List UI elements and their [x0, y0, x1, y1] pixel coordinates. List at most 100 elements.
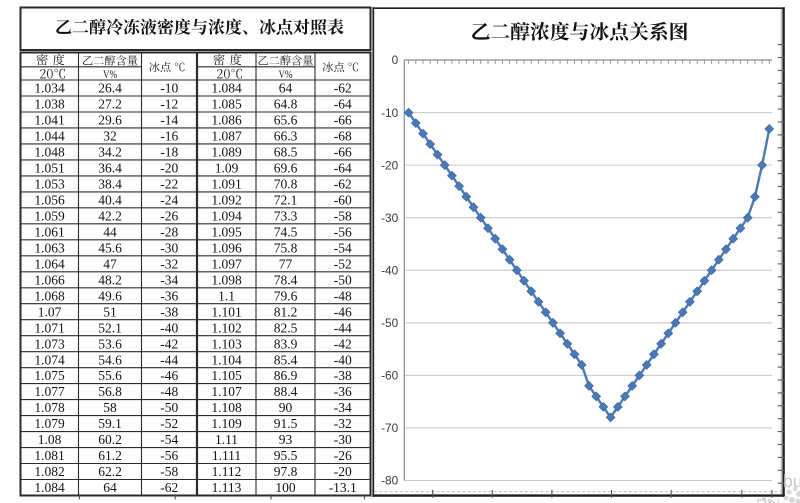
svg-text:1.084: 1.084 — [34, 480, 65, 495]
svg-text:97.8: 97.8 — [274, 464, 298, 479]
svg-text:1.107: 1.107 — [211, 384, 242, 399]
svg-text:-62: -62 — [334, 81, 352, 96]
svg-text:-32: -32 — [334, 416, 352, 431]
svg-text:-38: -38 — [160, 304, 178, 319]
svg-text:1.041: 1.041 — [34, 113, 64, 128]
svg-text:1.078: 1.078 — [34, 400, 65, 415]
svg-text:1.08: 1.08 — [38, 432, 62, 447]
svg-text:1.073: 1.073 — [34, 336, 65, 351]
svg-text:36.4: 36.4 — [98, 161, 122, 176]
svg-text:44: 44 — [103, 224, 117, 239]
svg-text:90: 90 — [279, 400, 293, 415]
svg-text:60.2: 60.2 — [98, 432, 122, 447]
svg-text:51: 51 — [103, 304, 117, 319]
svg-text:-26: -26 — [334, 448, 352, 463]
svg-text:86.9: 86.9 — [274, 368, 298, 383]
svg-text:27.2: 27.2 — [98, 97, 122, 112]
svg-text:-44: -44 — [160, 352, 178, 367]
svg-text:-26: -26 — [160, 208, 178, 223]
svg-text:69.6: 69.6 — [274, 161, 298, 176]
svg-text:-30: -30 — [381, 211, 398, 225]
svg-text:1.086: 1.086 — [211, 113, 242, 128]
svg-text:61.2: 61.2 — [98, 448, 122, 463]
svg-text:1.084: 1.084 — [211, 81, 242, 96]
svg-text:-42: -42 — [334, 336, 352, 351]
svg-text:-62: -62 — [160, 480, 178, 495]
svg-text:38.4: 38.4 — [98, 177, 122, 192]
svg-text:26.4: 26.4 — [98, 81, 122, 96]
svg-text:1.038: 1.038 — [34, 97, 65, 112]
svg-text:64.8: 64.8 — [274, 97, 298, 112]
svg-text:48.2: 48.2 — [98, 272, 122, 287]
svg-text:1.075: 1.075 — [34, 368, 65, 383]
svg-text:-16: -16 — [160, 129, 178, 144]
svg-text:1.061: 1.061 — [34, 224, 64, 239]
svg-text:85.4: 85.4 — [274, 352, 298, 367]
svg-text:V%: V% — [279, 69, 293, 81]
svg-text:1.103: 1.103 — [211, 336, 242, 351]
svg-text:-30: -30 — [334, 432, 352, 447]
svg-text:-64: -64 — [334, 161, 352, 176]
svg-text:-80: -80 — [381, 474, 398, 488]
svg-text:1.111: 1.111 — [212, 448, 241, 463]
svg-text:34.2: 34.2 — [98, 145, 122, 160]
svg-text:-56: -56 — [334, 224, 352, 239]
svg-text:79.6: 79.6 — [274, 288, 298, 303]
svg-text:-20: -20 — [334, 464, 352, 479]
svg-text:1.102: 1.102 — [211, 320, 241, 335]
svg-text:-54: -54 — [334, 240, 352, 255]
svg-text:54.6: 54.6 — [98, 352, 122, 367]
svg-text:-54: -54 — [160, 432, 178, 447]
svg-text:-22: -22 — [160, 177, 178, 192]
svg-text:-52: -52 — [160, 416, 178, 431]
svg-text:0: 0 — [392, 53, 399, 67]
svg-text:-36: -36 — [160, 288, 178, 303]
svg-text:1.105: 1.105 — [211, 368, 242, 383]
svg-text:88.4: 88.4 — [274, 384, 298, 399]
svg-text:-56: -56 — [160, 448, 178, 463]
svg-text:1.071: 1.071 — [34, 320, 64, 335]
svg-text:1.063: 1.063 — [34, 240, 65, 255]
svg-text:1.059: 1.059 — [34, 208, 65, 223]
svg-text:1.082: 1.082 — [34, 464, 64, 479]
svg-text:1.095: 1.095 — [211, 224, 242, 239]
svg-text:1.094: 1.094 — [211, 208, 242, 223]
svg-text:-60: -60 — [334, 193, 352, 208]
svg-text:1.053: 1.053 — [34, 177, 65, 192]
svg-text:55.6: 55.6 — [98, 368, 122, 383]
svg-text:-66: -66 — [334, 113, 352, 128]
svg-text:1.11: 1.11 — [215, 432, 238, 447]
svg-text:1.074: 1.074 — [34, 352, 65, 367]
svg-text:-46: -46 — [160, 368, 178, 383]
svg-text:72.1: 72.1 — [274, 193, 298, 208]
svg-text:-28: -28 — [160, 224, 178, 239]
svg-text:70.8: 70.8 — [274, 177, 298, 192]
svg-text:78.4: 78.4 — [274, 272, 298, 287]
svg-text:-60: -60 — [381, 369, 398, 383]
svg-text:100: 100 — [275, 480, 296, 495]
svg-text:1.051: 1.051 — [34, 161, 64, 176]
svg-text:-58: -58 — [160, 464, 178, 479]
svg-text:-32: -32 — [160, 256, 178, 271]
svg-text:1.09: 1.09 — [215, 161, 239, 176]
svg-text:1.07: 1.07 — [38, 304, 62, 319]
svg-text:-50: -50 — [334, 272, 352, 287]
svg-text:1.064: 1.064 — [34, 256, 65, 271]
svg-text:91.5: 91.5 — [274, 416, 298, 431]
svg-text:-18: -18 — [160, 145, 178, 160]
svg-text:42.2: 42.2 — [98, 208, 122, 223]
svg-text:-13.1: -13.1 — [329, 480, 357, 495]
svg-text:-40: -40 — [160, 320, 178, 335]
svg-text:-38: -38 — [334, 368, 352, 383]
svg-text:75.8: 75.8 — [274, 240, 298, 255]
svg-text:82.5: 82.5 — [274, 320, 298, 335]
svg-text:1.097: 1.097 — [211, 256, 242, 271]
svg-text:52.1: 52.1 — [98, 320, 122, 335]
svg-text:-10: -10 — [381, 106, 398, 120]
svg-text:1.109: 1.109 — [211, 416, 242, 431]
svg-text:74.5: 74.5 — [274, 224, 298, 239]
svg-text:77: 77 — [279, 256, 293, 271]
svg-text:1.096: 1.096 — [211, 240, 242, 255]
svg-text:-48: -48 — [334, 288, 352, 303]
svg-text:47: 47 — [103, 256, 117, 271]
